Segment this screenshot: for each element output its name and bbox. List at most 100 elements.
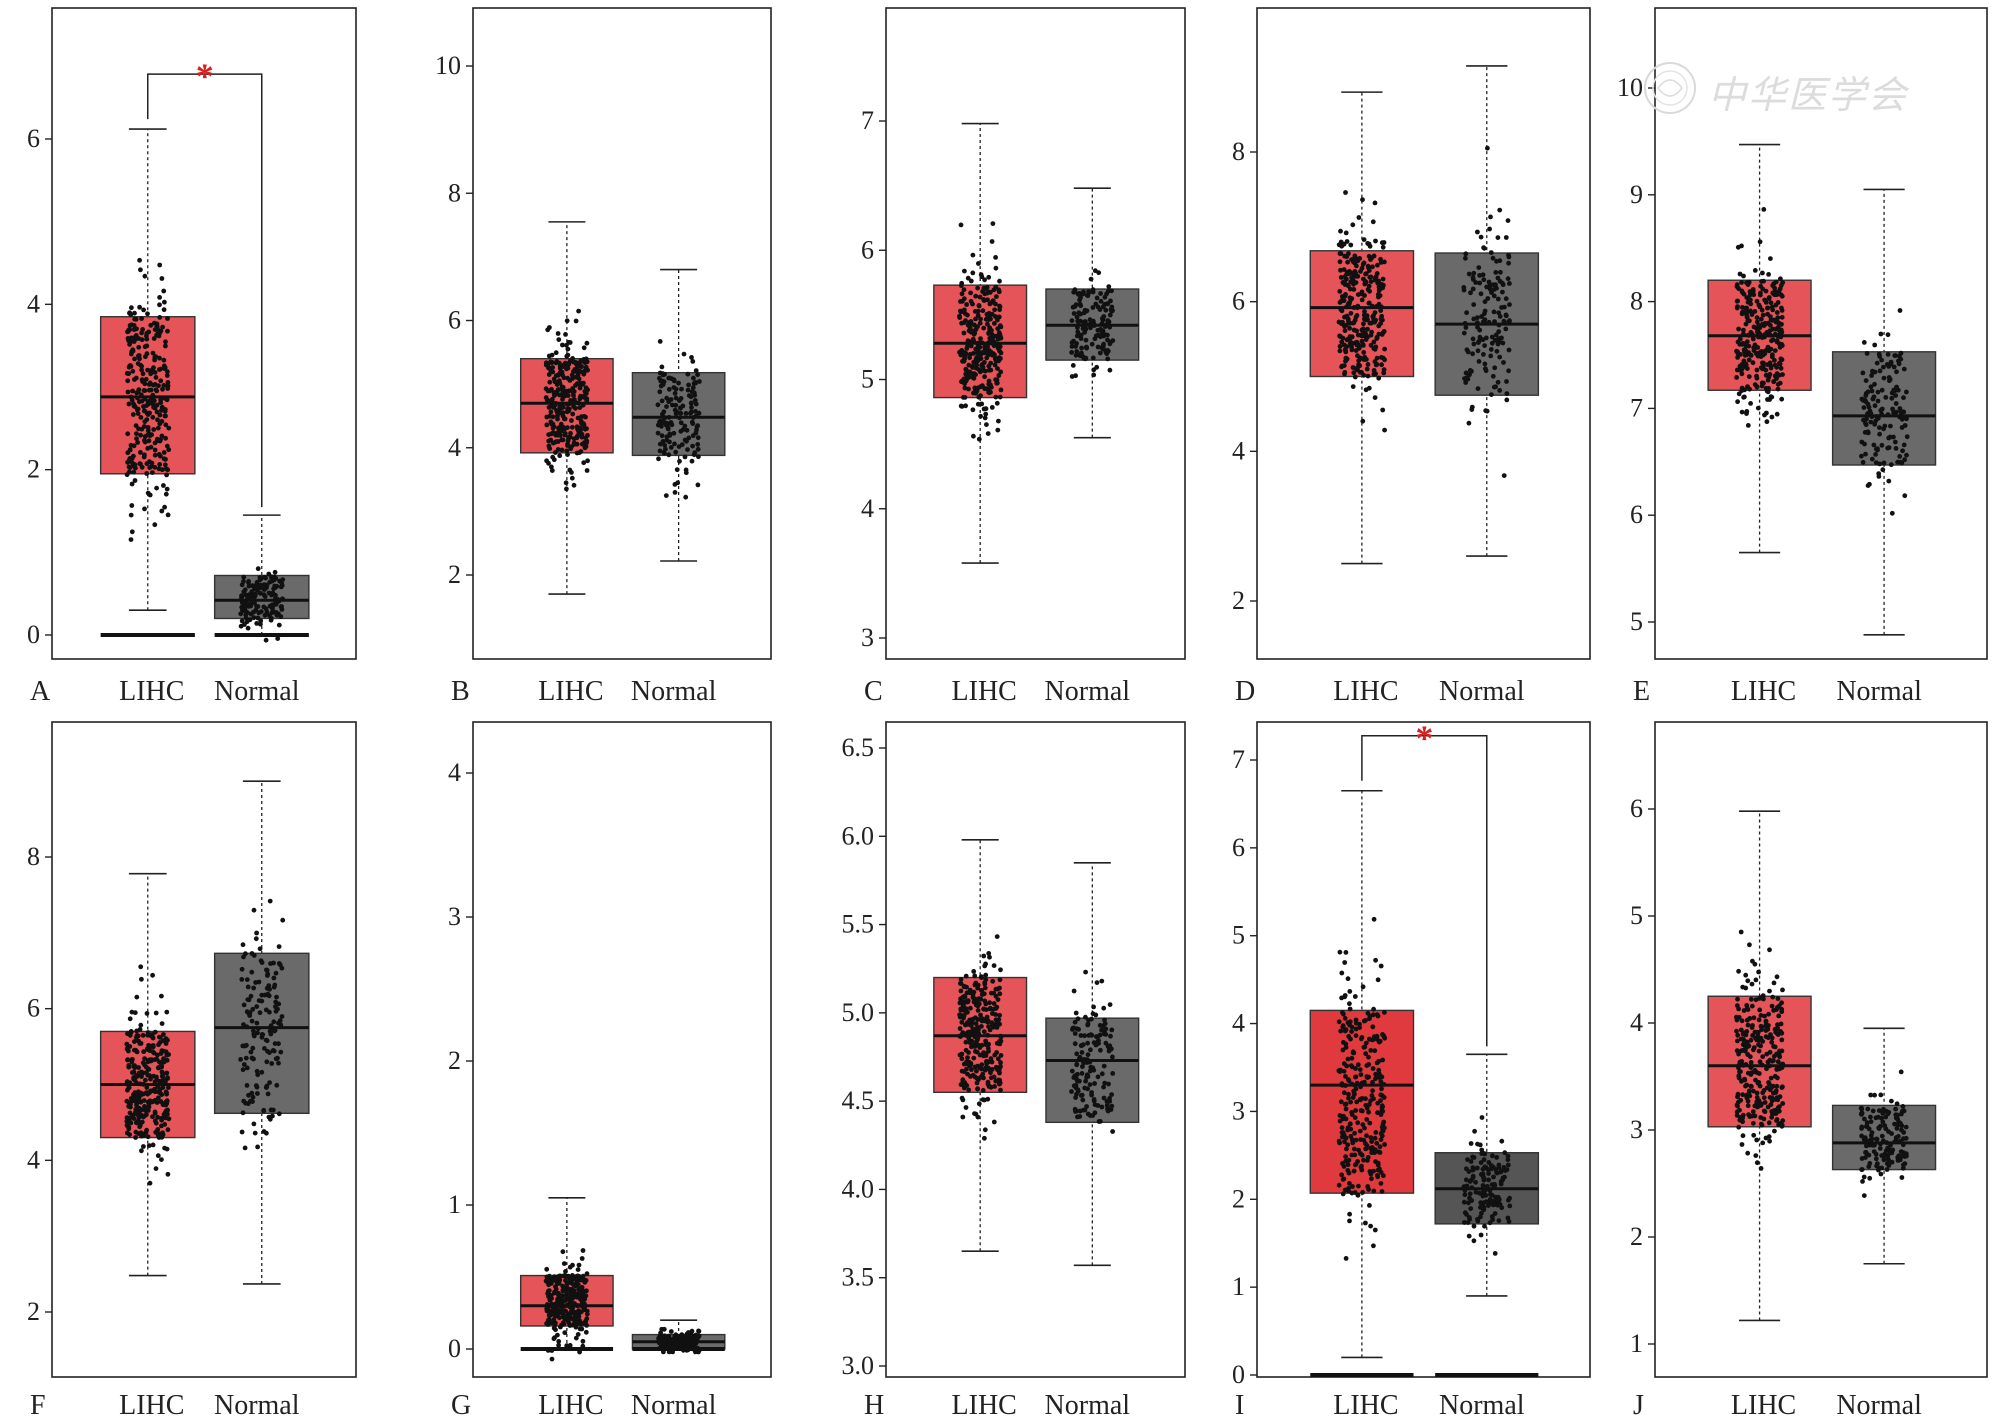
data-point	[1506, 1219, 1512, 1224]
data-point	[1774, 1066, 1780, 1072]
data-point	[1367, 1169, 1373, 1174]
data-point	[1734, 1028, 1739, 1034]
data-point	[661, 409, 667, 415]
data-point	[1343, 1041, 1349, 1047]
data-point	[569, 372, 575, 378]
data-point	[1367, 288, 1372, 294]
data-point	[1505, 1157, 1511, 1163]
data-point	[560, 342, 565, 348]
data-point	[1069, 1089, 1074, 1094]
y-tick-label: 5.5	[842, 910, 875, 939]
data-point	[1375, 977, 1381, 983]
data-point	[581, 460, 587, 466]
data-point	[1349, 275, 1354, 280]
data-point	[162, 299, 167, 305]
data-point	[1774, 411, 1780, 417]
data-point	[968, 319, 974, 324]
y-tick-label: 4.5	[842, 1086, 875, 1115]
data-point	[1765, 305, 1771, 311]
y-tick-label: 3	[861, 623, 874, 652]
data-point	[1365, 1154, 1371, 1160]
data-point	[249, 1055, 255, 1061]
data-point	[1353, 1108, 1358, 1113]
data-point	[1490, 1153, 1495, 1159]
data-point	[1368, 1223, 1373, 1229]
data-point	[1099, 321, 1105, 327]
data-point	[1098, 1047, 1103, 1053]
data-point	[269, 592, 274, 598]
data-point	[688, 1340, 693, 1345]
data-point	[1355, 1120, 1361, 1126]
data-point	[695, 442, 701, 447]
data-point	[990, 978, 996, 984]
data-point	[1756, 302, 1762, 308]
data-point	[126, 1103, 131, 1109]
data-point	[142, 1104, 147, 1109]
data-point	[968, 290, 973, 296]
data-point	[1079, 1092, 1085, 1098]
data-point	[1095, 1039, 1101, 1045]
data-point	[1366, 1109, 1371, 1115]
data-point	[1105, 356, 1111, 362]
data-point	[1776, 1013, 1782, 1019]
data-point	[1769, 1003, 1775, 1009]
data-point	[1484, 408, 1490, 414]
data-point	[1735, 298, 1740, 304]
data-point	[1485, 145, 1490, 151]
data-point	[564, 353, 570, 359]
data-point	[1351, 259, 1356, 265]
data-point	[1496, 1162, 1502, 1168]
data-point	[1881, 375, 1887, 381]
panel-letter: A	[30, 676, 51, 707]
data-point	[1778, 327, 1784, 333]
data-point	[255, 1030, 260, 1036]
data-point	[1779, 1006, 1785, 1012]
data-point	[1466, 420, 1472, 426]
data-point	[1751, 324, 1757, 330]
panel-letter: H	[864, 1390, 884, 1421]
data-point	[958, 977, 964, 982]
data-point	[1777, 1094, 1783, 1100]
x-label-lihc: LIHC	[1731, 1390, 1796, 1421]
data-point	[1745, 1098, 1751, 1104]
data-point	[1337, 1140, 1342, 1146]
data-point	[1367, 320, 1373, 326]
data-point	[974, 1075, 980, 1081]
data-point	[978, 413, 983, 419]
data-point	[1502, 1150, 1508, 1156]
data-point	[1766, 296, 1772, 301]
data-point	[1477, 1190, 1483, 1196]
data-point	[127, 1016, 133, 1022]
data-point	[576, 432, 581, 438]
data-point	[1742, 394, 1747, 400]
data-point	[1359, 297, 1365, 303]
data-point	[1778, 292, 1784, 298]
data-point	[546, 460, 551, 466]
data-point	[1374, 335, 1380, 340]
data-point	[957, 1033, 963, 1039]
data-point	[972, 973, 978, 979]
data-point	[696, 1349, 701, 1355]
data-point	[251, 615, 257, 621]
data-point	[1358, 269, 1363, 274]
data-point	[1355, 256, 1361, 262]
data-point	[1898, 1121, 1903, 1126]
data-point	[560, 413, 566, 419]
data-point	[142, 1062, 147, 1068]
data-point	[146, 1143, 152, 1148]
data-point	[1738, 1048, 1744, 1054]
data-point	[976, 394, 982, 400]
data-point	[132, 478, 138, 483]
data-point	[997, 1081, 1002, 1087]
data-point	[1503, 313, 1509, 319]
data-point	[241, 579, 246, 584]
data-point	[996, 289, 1002, 295]
data-point	[985, 1046, 991, 1051]
data-point	[1769, 1039, 1775, 1045]
data-point	[156, 1042, 161, 1048]
data-point	[1742, 1030, 1747, 1036]
data-point	[678, 396, 684, 401]
data-point	[146, 387, 152, 393]
data-point	[982, 980, 988, 986]
